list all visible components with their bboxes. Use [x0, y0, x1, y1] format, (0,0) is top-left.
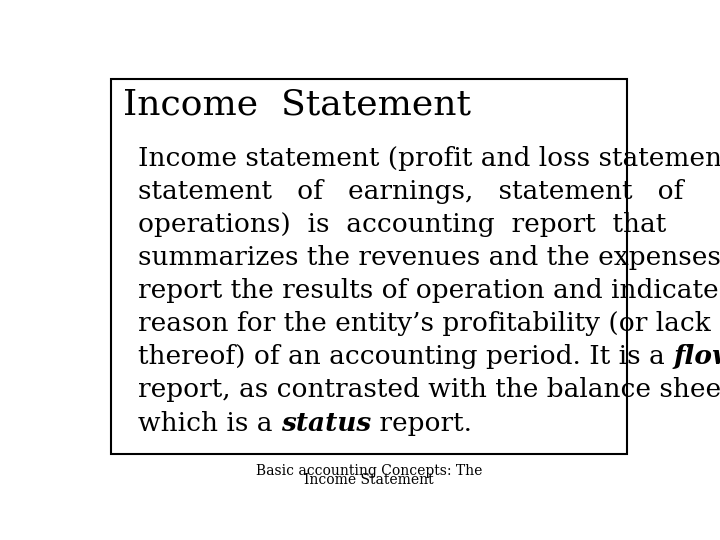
- Text: statement   of   earnings,   statement   of: statement of earnings, statement of: [138, 179, 683, 204]
- Text: which is a: which is a: [138, 410, 281, 436]
- Text: reason for the entity’s profitability (or lack: reason for the entity’s profitability (o…: [138, 311, 711, 336]
- Text: Basic accounting Concepts: The: Basic accounting Concepts: The: [256, 464, 482, 478]
- Text: Income statement (profit and loss statement,: Income statement (profit and loss statem…: [138, 146, 720, 171]
- Text: report, as contrasted with the balance sheet,: report, as contrasted with the balance s…: [138, 377, 720, 402]
- Text: operations)  is  accounting  report  that: operations) is accounting report that: [138, 212, 666, 237]
- Text: report the results of operation and indicates: report the results of operation and indi…: [138, 278, 720, 303]
- Text: flow: flow: [673, 345, 720, 369]
- Text: report.: report.: [371, 410, 472, 436]
- Text: thereof) of an accounting period. It is a: thereof) of an accounting period. It is …: [138, 345, 673, 369]
- Text: Income  Statement: Income Statement: [122, 88, 471, 122]
- Text: Income Statement: Income Statement: [304, 473, 434, 487]
- Text: status: status: [281, 410, 371, 436]
- Text: summarizes the revenues and the expenses,: summarizes the revenues and the expenses…: [138, 245, 720, 270]
